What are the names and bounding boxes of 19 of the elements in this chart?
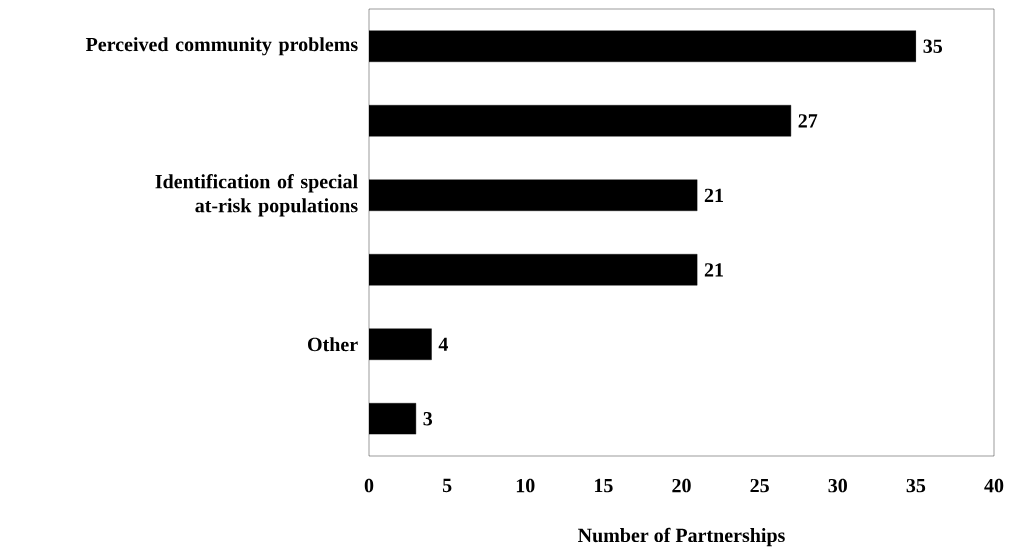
x-tick-label: 20: [672, 478, 691, 493]
y-tick-label: Identification of special at-risk populations: [155, 174, 358, 217]
x-tick-label: 15: [594, 478, 613, 493]
data-label: 21: [704, 263, 723, 277]
x-tick-label: 40: [984, 478, 1004, 493]
x-tick-label: 5: [442, 478, 452, 493]
y-tick-label: Other: [308, 337, 358, 352]
x-tick-label: 35: [906, 478, 926, 493]
data-label: 27: [798, 114, 818, 128]
data-label: 4: [438, 337, 448, 351]
data-label: 35: [923, 39, 943, 53]
y-tick-label: Perceived community problems: [85, 37, 358, 56]
x-tick-label: 0: [364, 478, 374, 493]
data-label: 21: [704, 188, 723, 202]
x-axis-title: Number of Partnerships: [578, 527, 785, 547]
x-tick-label: 30: [828, 478, 847, 493]
x-tick-label: 25: [750, 478, 769, 493]
data-label: 3: [423, 412, 433, 426]
x-tick-label: 10: [516, 478, 535, 493]
